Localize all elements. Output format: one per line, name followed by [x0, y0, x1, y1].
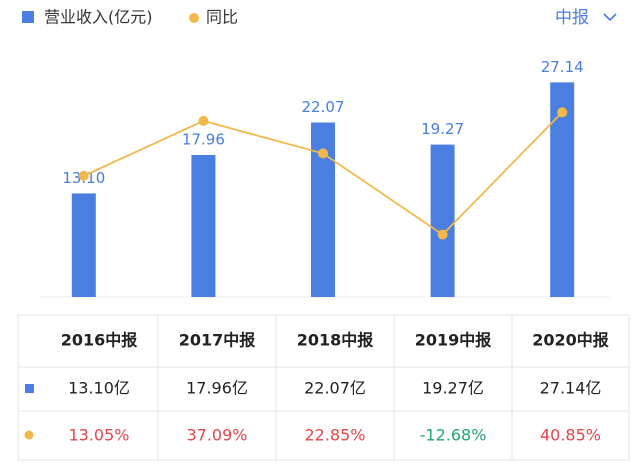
bar-value-label: 27.14	[541, 58, 584, 76]
period-selector-label[interactable]: 中报	[555, 8, 589, 28]
table-header: 2017中报	[179, 331, 256, 350]
bar-value-label: 22.07	[302, 98, 345, 116]
table-border	[17, 314, 630, 461]
line-point	[318, 148, 328, 159]
table-cell: 19.27亿	[422, 379, 484, 398]
row-icon	[24, 430, 34, 440]
table-cell: 17.96亿	[186, 379, 248, 398]
bar-value-label: 17.96	[182, 130, 225, 148]
table-cell: 22.07亿	[304, 379, 366, 398]
period-selector[interactable]: 中报	[555, 8, 617, 28]
legend-swatch	[189, 13, 199, 23]
table-cell: 27.14亿	[540, 379, 602, 398]
legend-label: 营业收入(亿元)	[44, 8, 153, 27]
table-cell: -12.68%	[420, 426, 487, 445]
table-cell: 37.09%	[186, 426, 247, 445]
line-point	[198, 115, 209, 126]
table-header: 2018中报	[297, 331, 374, 350]
table-cell: 22.85%	[304, 426, 365, 445]
bar	[191, 154, 216, 297]
bar	[550, 82, 575, 298]
row-icon	[25, 384, 34, 393]
table-cell: 13.10亿	[68, 379, 130, 398]
line-point	[437, 229, 448, 240]
table-cell: 40.85%	[540, 426, 601, 445]
data-table	[17, 314, 630, 461]
table-cell: 13.05%	[68, 426, 129, 445]
legend-swatch	[22, 11, 34, 23]
bar	[71, 193, 96, 297]
chevron[interactable]	[603, 13, 617, 22]
bar-value-label: 19.27	[421, 120, 464, 138]
table-header: 2020中报	[532, 331, 609, 350]
line-point	[78, 170, 89, 181]
line-point	[557, 107, 568, 118]
table-header: 2019中报	[415, 331, 492, 350]
table-header: 2016中报	[61, 331, 138, 350]
bar	[430, 144, 455, 297]
legend-label: 同比	[206, 8, 238, 27]
